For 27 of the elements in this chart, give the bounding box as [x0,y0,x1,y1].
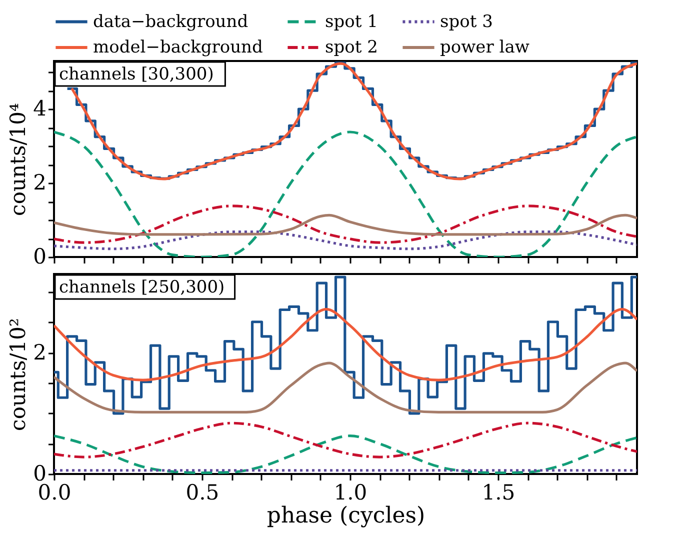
annotation: channels [30,300) [59,64,214,84]
legend-label: power law [440,38,530,58]
line-series [54,214,637,236]
legend-label: spot 1 [325,12,378,32]
x-tick-label: 1.5 [482,480,516,504]
line-series [54,422,637,458]
annotation: channels [250,300) [59,278,225,298]
line-series [54,204,637,244]
legend-label: spot 2 [325,38,378,58]
x-tick-label: 0.0 [38,480,72,504]
x-tick-label: 0.5 [186,480,220,504]
y-tick-label: 2 [33,340,46,364]
line-series [54,434,637,474]
line-series [54,362,637,414]
legend-label: spot 3 [440,12,493,32]
x-axis-title: phase (cycles) [266,504,426,528]
line-series [54,130,637,257]
y-axis-title: counts/10² [6,318,30,431]
y-tick-label: 4 [33,96,46,121]
y-axis-title: counts/10⁴ [6,103,30,216]
legend-label: data−background [93,12,248,32]
y-tick-label: 2 [33,170,46,195]
x-tick-label: 1.0 [334,480,368,504]
line-series [54,308,637,382]
y-tick-label: 0 [33,244,46,268]
legend-label: model−background [93,38,263,58]
line-series [54,230,637,250]
